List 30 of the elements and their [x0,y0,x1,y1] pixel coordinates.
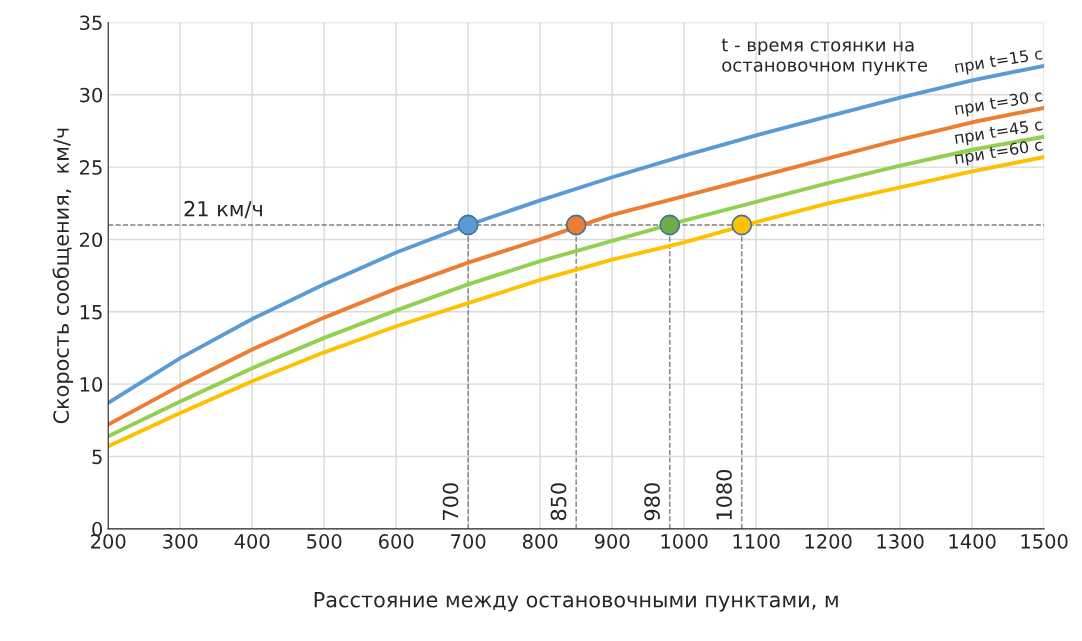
y-tick-label: 10 [80,377,103,392]
x-tick-label: 800 [522,534,558,549]
ref-line-label: 1080 [716,469,732,520]
y-tick-label: 5 [92,449,102,465]
ref-line-label: 980 [644,483,660,521]
y-axis-title: Скорость сообщения, км/ч [52,128,74,424]
ref-line-label: 21 км/ч [184,200,262,219]
x-tick-label: 1100 [733,534,780,549]
text: при t=15 с [954,47,1044,77]
x-tick-label: 1400 [949,534,996,549]
x-tick-label: 1500 [1021,534,1068,549]
y-tick-label: 25 [80,160,102,175]
ref-line-label: 700 [442,483,459,520]
y-tick-label: 20 [80,232,103,248]
x-tick-label: 400 [234,534,270,549]
x-tick-label: 700 [451,534,486,549]
x-tick-label: 1300 [877,534,924,549]
x-axis-title: Расстояние между остановочными пунктами, м [314,592,838,612]
x-tick-label: 500 [307,534,342,549]
y-tick-label: 15 [80,305,102,320]
x-tick-label: 300 [163,534,198,549]
annotation: t - время стоянки на остановочном пункте [721,38,928,76]
x-tick-label: 900 [594,534,630,549]
x-tick-label: 1000 [661,534,708,549]
text: при t=30 с [954,89,1044,119]
y-tick-label: 30 [80,87,103,103]
ref-line-label: 850 [550,483,567,521]
y-tick-label: 35 [80,15,102,31]
x-tick-label: 600 [378,534,414,549]
x-tick-label: 1200 [805,534,852,549]
